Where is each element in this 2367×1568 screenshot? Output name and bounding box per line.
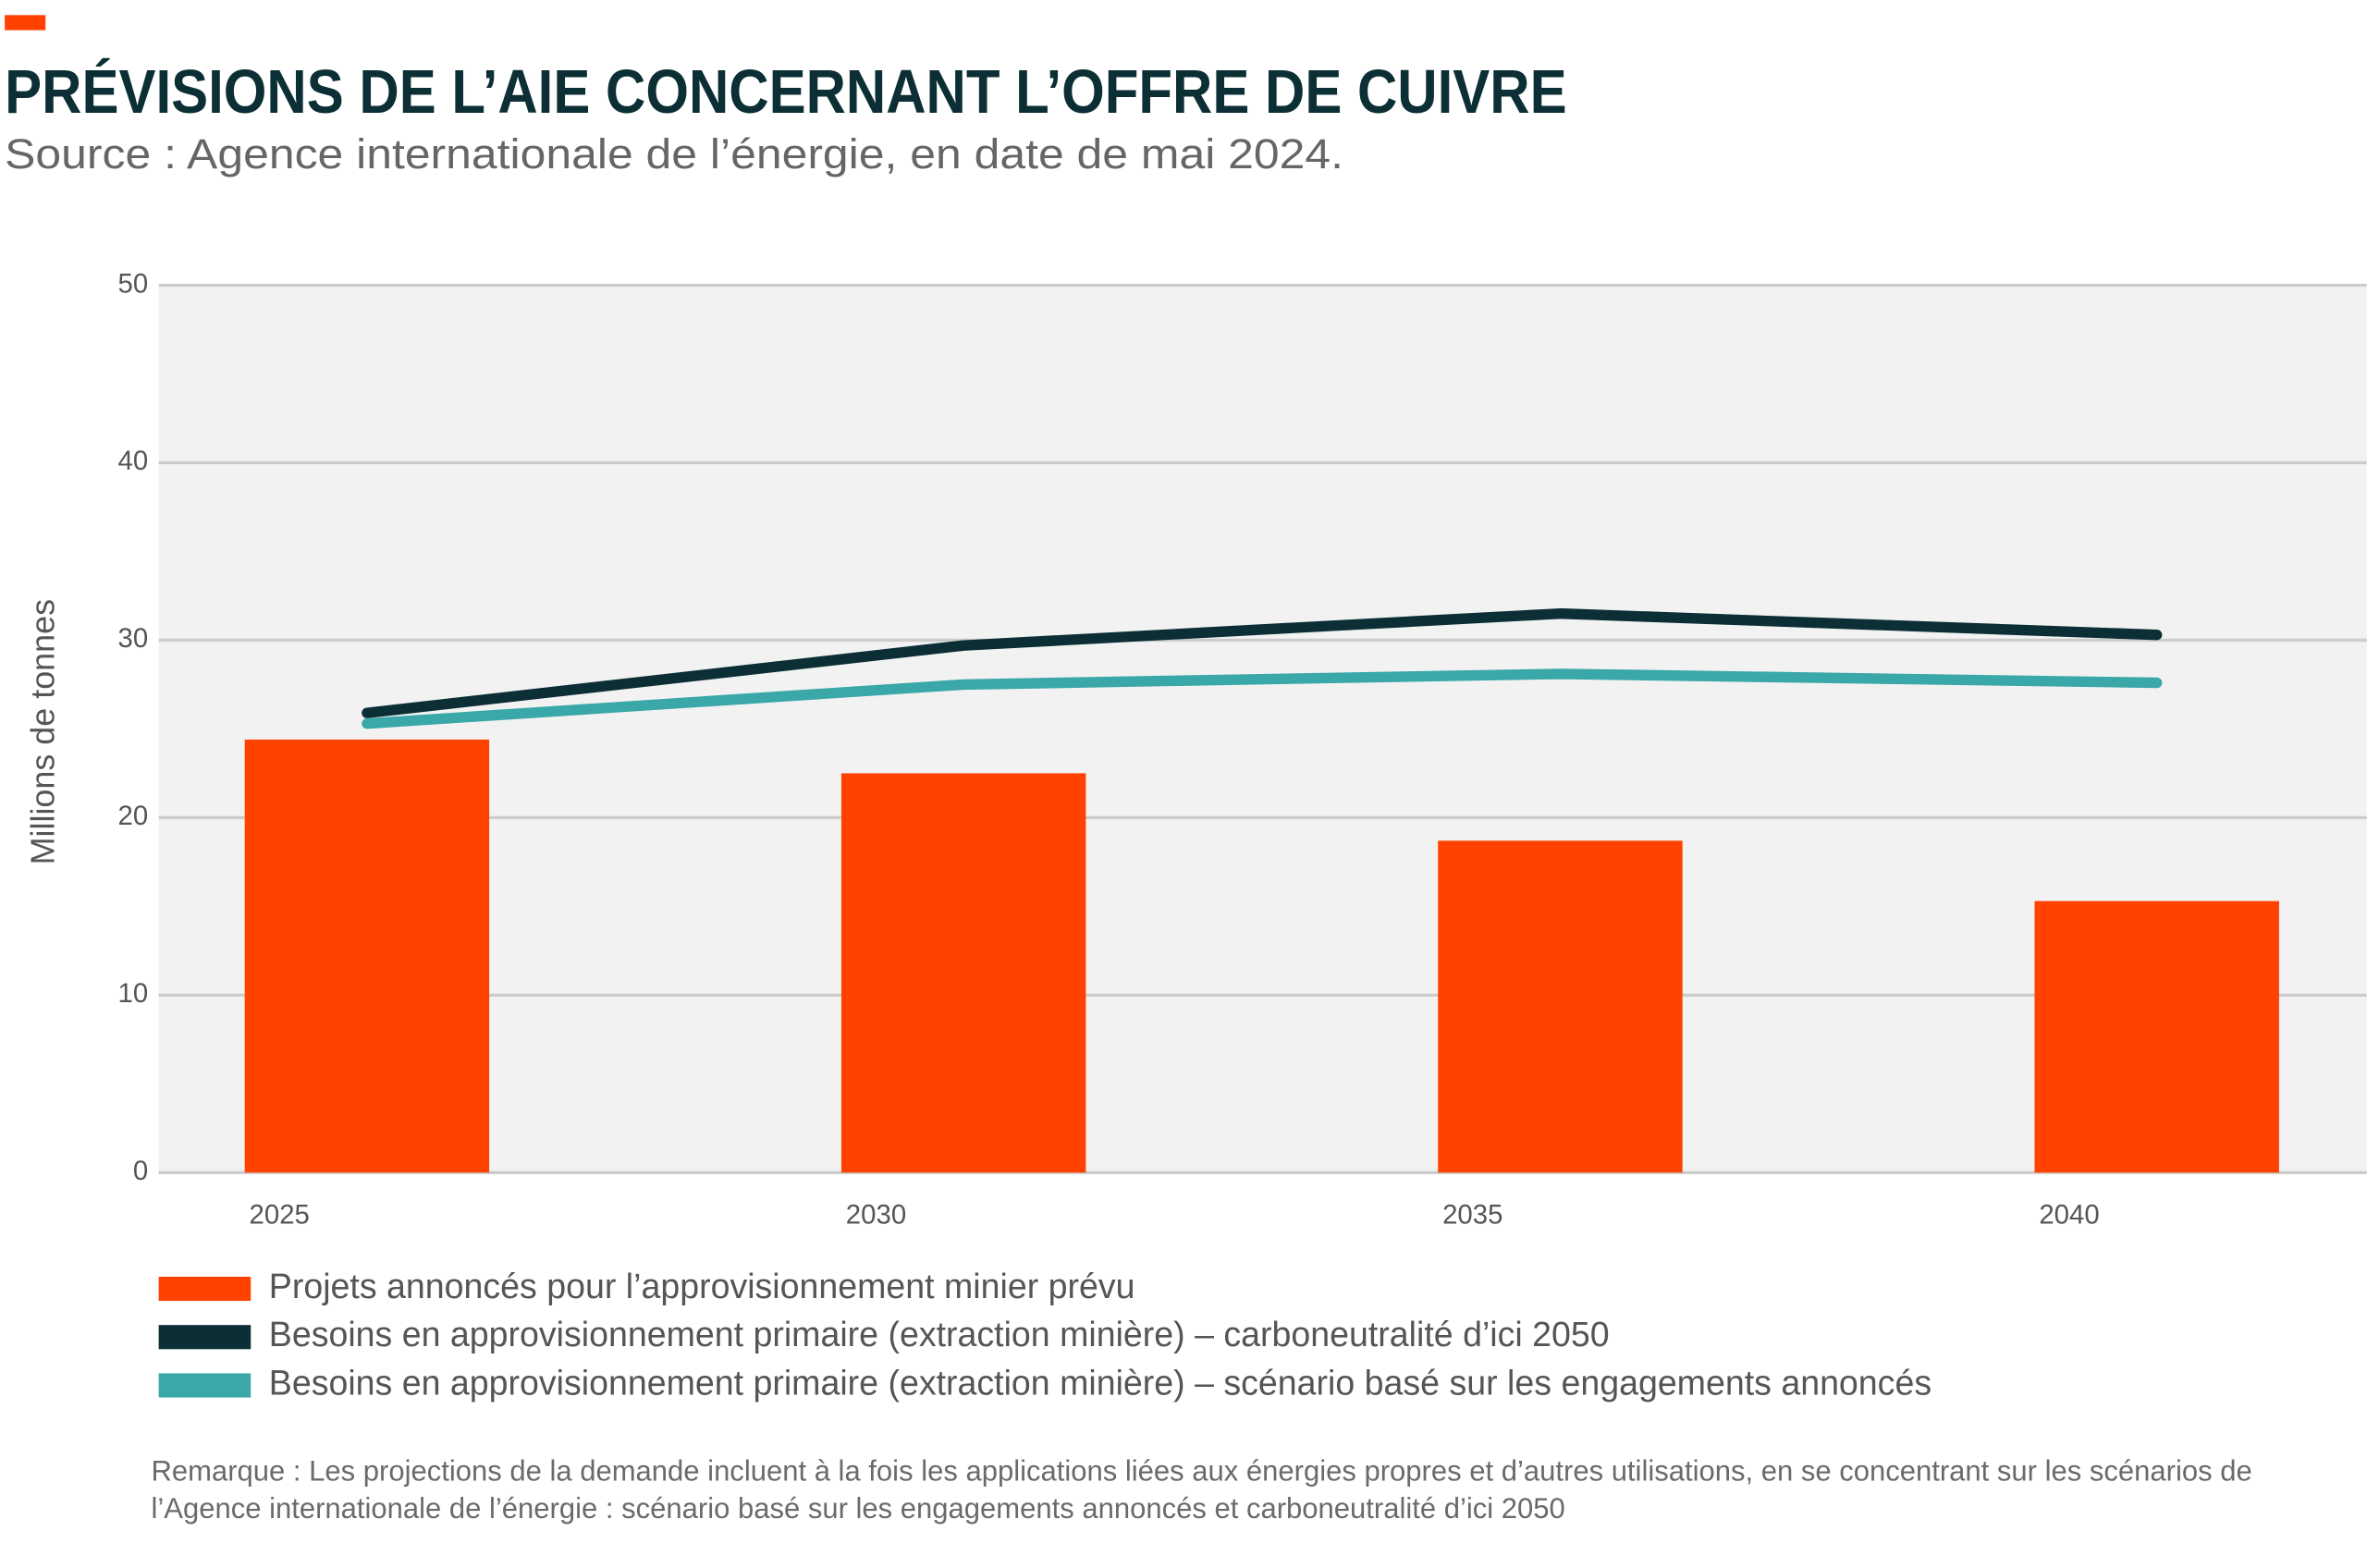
bar <box>840 773 1086 1173</box>
legend: Projets annoncés pour l’approvisionnemen… <box>158 1267 1932 1402</box>
accent-mark <box>5 15 46 31</box>
x-tick-label: 2040 <box>2039 1199 2099 1230</box>
y-axis-label: Millions de tonnes <box>24 599 62 864</box>
chart-title: PRÉVISIONS DE L’AIE CONCERNANT L’OFFRE D… <box>5 57 1566 127</box>
line <box>362 668 2163 729</box>
y-tick-label: 30 <box>118 623 149 654</box>
y-tick-label: 40 <box>118 446 149 476</box>
chart-subtitle: Source : Agence internationale de l’éner… <box>5 130 1343 178</box>
y-tick-label: 0 <box>133 1156 148 1186</box>
note: Remarque : Les projections de la demande… <box>151 1456 2252 1526</box>
legend-label: Besoins en approvisionnement primaire (e… <box>269 1315 1610 1354</box>
legend-swatch <box>158 1276 251 1302</box>
legend-label: Projets annoncés pour l’approvisionnemen… <box>269 1267 1135 1305</box>
y-tick-label: 10 <box>118 978 149 1009</box>
legend-swatch <box>158 1325 251 1350</box>
y-tick-label: 20 <box>118 801 149 831</box>
bar <box>244 739 490 1173</box>
x-tick-label: 2035 <box>1442 1199 1502 1230</box>
legend-label: Besoins en approvisionnement primaire (e… <box>269 1363 1932 1402</box>
legend-swatch <box>158 1373 251 1398</box>
line <box>362 607 2163 718</box>
x-tick-label: 2030 <box>846 1199 906 1230</box>
plot-area <box>158 285 2367 1173</box>
bar <box>2034 900 2279 1173</box>
note-box: Remarque : Les projections de la demande… <box>151 1456 2252 1526</box>
y-tick-label: 50 <box>118 268 149 299</box>
x-tick-label: 2025 <box>250 1199 310 1230</box>
bar <box>1438 840 1683 1173</box>
